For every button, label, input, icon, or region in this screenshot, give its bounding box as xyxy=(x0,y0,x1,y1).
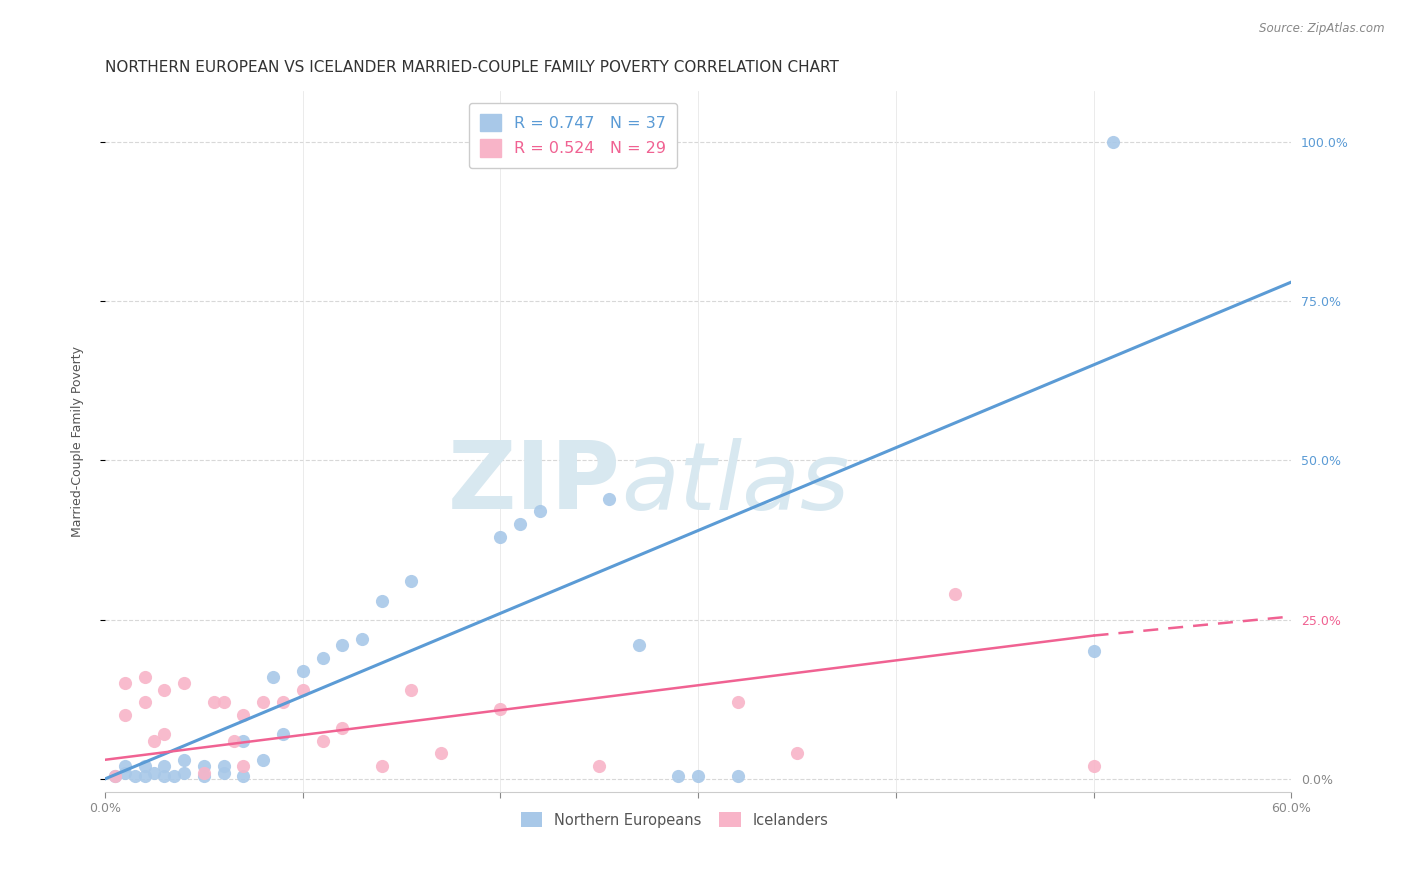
Point xyxy=(143,765,166,780)
Point xyxy=(727,769,749,783)
Point xyxy=(401,574,423,589)
Point xyxy=(143,733,166,747)
Point xyxy=(232,733,254,747)
Point xyxy=(291,664,314,678)
Point xyxy=(252,753,274,767)
Point xyxy=(727,695,749,709)
Point xyxy=(202,695,225,709)
Point xyxy=(262,670,284,684)
Point xyxy=(666,769,689,783)
Point xyxy=(134,695,156,709)
Text: ZIP: ZIP xyxy=(449,437,621,529)
Point xyxy=(352,632,374,646)
Point xyxy=(330,721,353,735)
Point xyxy=(193,759,215,773)
Point xyxy=(371,759,394,773)
Point xyxy=(401,682,423,697)
Point xyxy=(489,702,512,716)
Legend: Northern Europeans, Icelanders: Northern Europeans, Icelanders xyxy=(515,806,834,833)
Point xyxy=(222,733,245,747)
Point xyxy=(252,695,274,709)
Point xyxy=(114,676,136,690)
Point xyxy=(163,769,186,783)
Point xyxy=(193,769,215,783)
Point xyxy=(489,530,512,544)
Point xyxy=(114,765,136,780)
Point xyxy=(153,769,176,783)
Point xyxy=(371,593,394,607)
Point xyxy=(232,759,254,773)
Point xyxy=(104,769,127,783)
Point xyxy=(124,769,146,783)
Point xyxy=(212,695,235,709)
Point xyxy=(688,769,710,783)
Point xyxy=(212,759,235,773)
Point xyxy=(1102,135,1125,149)
Point xyxy=(291,682,314,697)
Point xyxy=(114,708,136,723)
Point xyxy=(509,517,531,532)
Point xyxy=(271,727,294,741)
Text: atlas: atlas xyxy=(621,438,849,529)
Point xyxy=(430,747,453,761)
Point xyxy=(232,708,254,723)
Text: NORTHERN EUROPEAN VS ICELANDER MARRIED-COUPLE FAMILY POVERTY CORRELATION CHART: NORTHERN EUROPEAN VS ICELANDER MARRIED-C… xyxy=(105,60,839,75)
Point xyxy=(588,759,610,773)
Point xyxy=(173,753,195,767)
Point xyxy=(134,670,156,684)
Point xyxy=(193,765,215,780)
Point xyxy=(330,638,353,652)
Point xyxy=(1083,644,1105,658)
Text: Source: ZipAtlas.com: Source: ZipAtlas.com xyxy=(1260,22,1385,36)
Point xyxy=(943,587,966,601)
Point xyxy=(1083,759,1105,773)
Point xyxy=(153,682,176,697)
Point xyxy=(212,765,235,780)
Y-axis label: Married-Couple Family Poverty: Married-Couple Family Poverty xyxy=(72,346,84,537)
Point xyxy=(104,769,127,783)
Point xyxy=(232,769,254,783)
Point xyxy=(271,695,294,709)
Point xyxy=(529,504,551,518)
Point xyxy=(598,491,620,506)
Point xyxy=(153,727,176,741)
Point xyxy=(134,769,156,783)
Point xyxy=(311,733,333,747)
Point xyxy=(173,676,195,690)
Point xyxy=(311,651,333,665)
Point xyxy=(627,638,650,652)
Point xyxy=(153,759,176,773)
Point xyxy=(134,759,156,773)
Point xyxy=(114,759,136,773)
Point xyxy=(173,765,195,780)
Point xyxy=(786,747,808,761)
